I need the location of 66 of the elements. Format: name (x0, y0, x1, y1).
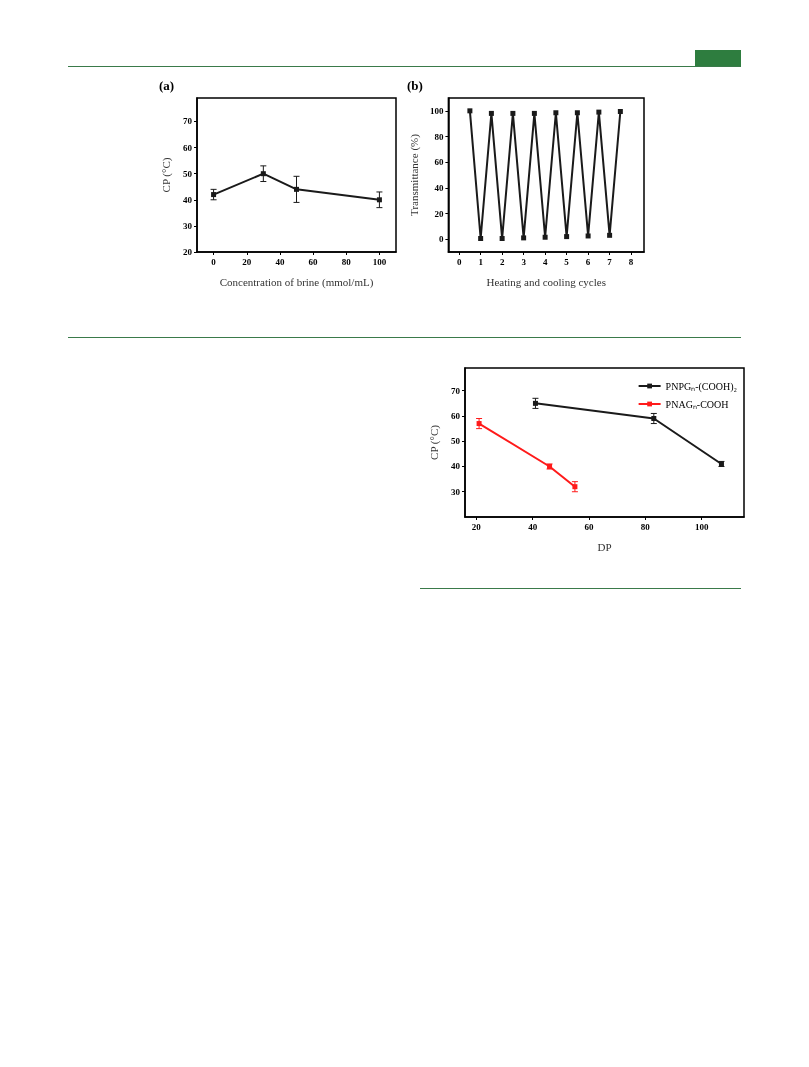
x-tick-label: 5 (564, 256, 570, 267)
x-tick-label: 80 (341, 256, 352, 267)
x-axis-title: Concentration of brine (mmol/mL) (219, 275, 374, 289)
point (542, 234, 548, 240)
x-tick-label: 40 (275, 256, 285, 267)
point (260, 171, 266, 177)
y-tick-label: 100 (429, 105, 444, 116)
point (521, 235, 527, 241)
x-tick-label: 1 (478, 256, 484, 267)
y-tick-label: 60 (451, 410, 461, 421)
y-tick-label: 50 (183, 168, 193, 179)
point (488, 110, 494, 116)
point (564, 234, 570, 240)
point (467, 108, 473, 114)
point (651, 416, 657, 422)
y-tick-label: 50 (451, 436, 461, 447)
y-tick-label: 70 (451, 385, 461, 396)
chart-title: (a) (159, 78, 175, 93)
legend-label: PNAGₙ-COOH (665, 398, 729, 410)
x-tick-label: 40 (528, 521, 538, 532)
y-tick-label: 40 (434, 182, 444, 193)
point (376, 197, 382, 203)
legend-label: PNPGₙ-(COOH)₂ (665, 380, 738, 393)
x-tick-label: 20 (242, 256, 252, 267)
y-tick-label: 60 (183, 142, 193, 153)
y-axis-title: CP (°C) (159, 157, 173, 193)
x-tick-label: 80 (640, 521, 651, 532)
y-tick-label: 20 (434, 208, 444, 219)
point (211, 192, 217, 198)
x-tick-label: 2 (499, 256, 505, 267)
y-tick-label: 0 (438, 234, 444, 245)
x-axis-title: DP (597, 540, 612, 553)
y-tick-label: 80 (434, 131, 444, 142)
x-tick-label: 3 (521, 256, 527, 267)
x-axis-title: Heating and cooling cycles (486, 275, 606, 288)
point (478, 236, 484, 242)
point (607, 232, 613, 238)
point (574, 110, 580, 116)
point (617, 108, 623, 114)
point (585, 233, 591, 239)
y-tick-label: 60 (434, 157, 444, 168)
point (531, 110, 537, 116)
x-tick-label: 8 (628, 256, 634, 267)
x-tick-label: 60 (308, 256, 319, 267)
y-axis-title: Transmittance (%) (407, 133, 421, 216)
y-tick-label: 20 (183, 247, 193, 257)
x-tick-label: 60 (584, 521, 594, 532)
x-tick-label: 7 (607, 256, 613, 267)
x-tick-label: 0 (211, 256, 217, 267)
y-tick-label: 40 (451, 461, 461, 472)
x-tick-label: 100 (372, 256, 387, 267)
y-tick-label: 30 (183, 220, 193, 231)
point (553, 110, 559, 116)
y-tick-label: 70 (183, 116, 193, 127)
x-tick-label: 4 (542, 256, 548, 267)
y-axis-title: CP (°C) (427, 424, 441, 460)
point (510, 110, 516, 116)
point (294, 186, 299, 192)
x-tick-label: 20 (471, 521, 482, 532)
x-tick-label: 100 (694, 521, 709, 532)
point (499, 236, 505, 242)
y-tick-label: 40 (183, 194, 193, 205)
chart-title: (b) (407, 78, 423, 93)
point (596, 109, 602, 115)
y-tick-label: 30 (451, 486, 461, 497)
x-tick-label: 6 (585, 256, 591, 267)
